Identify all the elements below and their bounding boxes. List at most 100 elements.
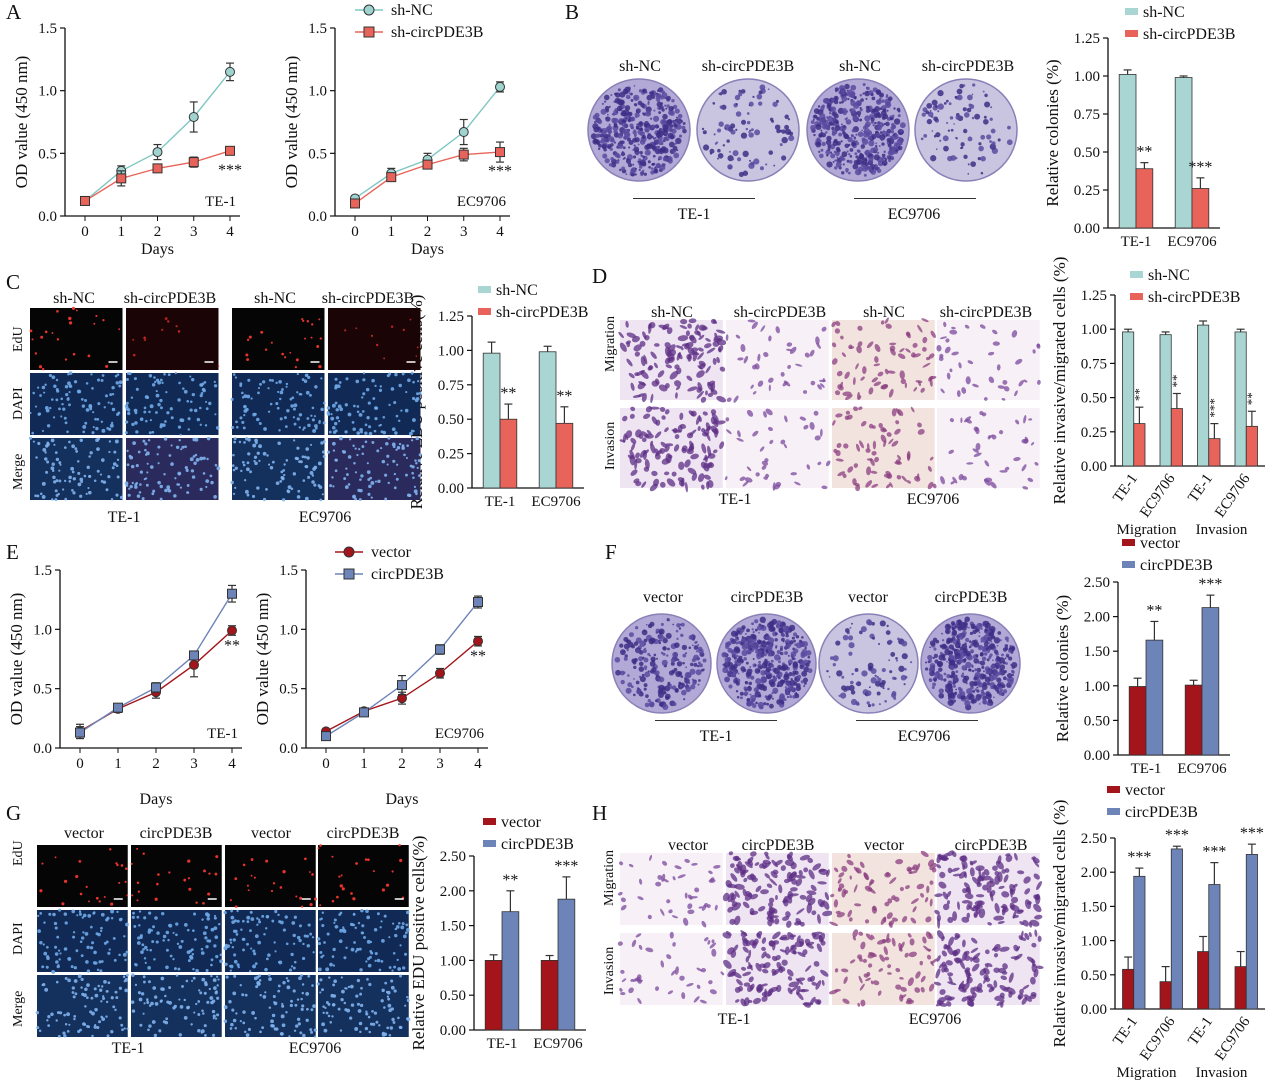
colony bbox=[937, 90, 944, 97]
cell bbox=[345, 946, 349, 950]
colony bbox=[676, 623, 681, 628]
caption-d-ec9706: EC9706 bbox=[906, 491, 960, 508]
rowlabel-g-edu: EdU bbox=[11, 840, 26, 866]
cell bbox=[394, 448, 398, 451]
colony bbox=[989, 140, 992, 143]
colony bbox=[993, 636, 996, 639]
legend-label: vector bbox=[1125, 782, 1166, 799]
cell bbox=[211, 1009, 215, 1014]
micrograph-invasion bbox=[831, 406, 937, 492]
cell bbox=[136, 915, 140, 919]
cell bbox=[392, 922, 395, 925]
micrograph-dapi bbox=[222, 909, 316, 973]
colony bbox=[771, 697, 774, 700]
colony bbox=[881, 153, 886, 158]
cell bbox=[358, 921, 361, 925]
cell bbox=[397, 967, 402, 971]
cell bbox=[299, 460, 303, 464]
cell bbox=[248, 335, 252, 339]
cell bbox=[164, 317, 168, 320]
cell bbox=[321, 493, 324, 496]
colony bbox=[791, 657, 795, 661]
x-tick-label: TE-1 bbox=[1131, 761, 1162, 777]
colony bbox=[600, 108, 607, 115]
cell bbox=[388, 936, 391, 939]
colony bbox=[983, 115, 987, 119]
colony bbox=[748, 681, 753, 686]
cell bbox=[359, 992, 363, 996]
colony bbox=[643, 657, 649, 663]
colony bbox=[672, 623, 675, 626]
colony bbox=[866, 701, 870, 705]
colony bbox=[611, 117, 617, 123]
legend-label: sh-circPDE3B bbox=[496, 304, 588, 321]
caption-c-shcirc-2: sh-circPDE3B bbox=[321, 290, 415, 307]
colony bbox=[693, 645, 699, 650]
colony bbox=[877, 677, 882, 682]
cell bbox=[686, 432, 694, 439]
colony bbox=[810, 120, 815, 124]
cell bbox=[414, 436, 419, 441]
cell bbox=[281, 1023, 285, 1028]
cell bbox=[126, 894, 129, 897]
colony bbox=[803, 684, 806, 688]
cell bbox=[154, 897, 158, 901]
cell bbox=[712, 449, 718, 454]
cell bbox=[841, 352, 846, 358]
cell bbox=[64, 497, 68, 501]
micrograph-dapi bbox=[230, 372, 326, 435]
cell bbox=[914, 380, 923, 383]
colony bbox=[736, 636, 739, 640]
cell bbox=[246, 338, 250, 342]
cell bbox=[97, 402, 101, 406]
chart-a-ec9706: 0.00.51.01.5OD value (450 nm)0 1 2 3 4Days**… bbox=[282, 2, 512, 258]
cell bbox=[251, 494, 256, 499]
cell bbox=[252, 952, 256, 956]
cell bbox=[130, 422, 135, 427]
cell bbox=[936, 344, 942, 352]
colony bbox=[836, 156, 839, 159]
colony bbox=[688, 646, 692, 650]
colony bbox=[948, 658, 951, 662]
cell bbox=[402, 453, 406, 457]
colony bbox=[938, 692, 944, 699]
cell bbox=[631, 335, 640, 343]
colony bbox=[852, 163, 859, 170]
colony bbox=[610, 143, 614, 147]
colony bbox=[661, 119, 667, 125]
cell bbox=[38, 1029, 42, 1033]
cell bbox=[921, 346, 927, 352]
cell bbox=[932, 483, 937, 489]
cell bbox=[123, 935, 126, 938]
colony bbox=[740, 696, 743, 700]
cell bbox=[857, 406, 862, 411]
micrograph-migration bbox=[936, 320, 1042, 401]
tile-background bbox=[224, 845, 316, 907]
cell bbox=[212, 986, 217, 990]
cell bbox=[368, 963, 372, 968]
cell bbox=[405, 444, 409, 447]
cell bbox=[386, 436, 390, 440]
colony bbox=[650, 637, 656, 644]
colony bbox=[727, 164, 733, 170]
colony bbox=[728, 150, 731, 153]
colony bbox=[850, 134, 854, 137]
cell bbox=[880, 434, 886, 443]
cell bbox=[134, 430, 139, 434]
cell bbox=[704, 343, 712, 349]
cell bbox=[209, 480, 214, 485]
cell bbox=[134, 983, 137, 986]
colony bbox=[858, 155, 861, 159]
cell bbox=[972, 448, 980, 453]
cell bbox=[176, 942, 179, 946]
colony bbox=[717, 148, 721, 153]
cell bbox=[703, 462, 710, 472]
cell bbox=[1032, 349, 1036, 354]
cell bbox=[298, 924, 302, 928]
cell bbox=[366, 915, 371, 920]
cell bbox=[630, 469, 638, 476]
colony bbox=[769, 651, 772, 654]
colony bbox=[649, 91, 655, 96]
series-line bbox=[325, 601, 479, 737]
